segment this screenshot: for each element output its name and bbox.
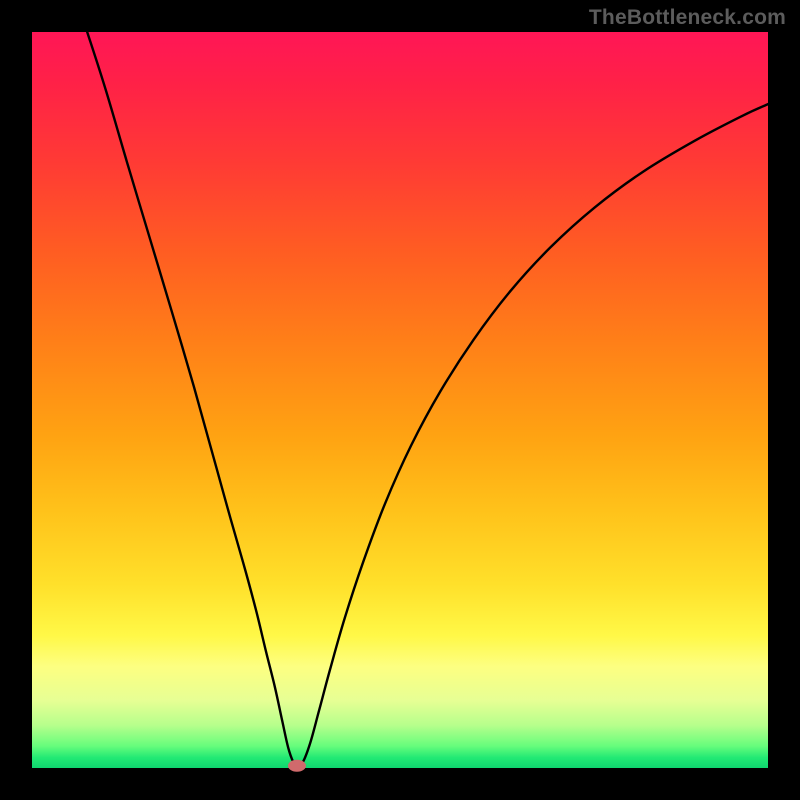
minimum-marker — [288, 760, 306, 772]
chart-container: TheBottleneck.com — [0, 0, 800, 800]
watermark-text: TheBottleneck.com — [589, 6, 786, 30]
chart-plot-background — [32, 32, 768, 768]
bottleneck-curve-chart — [0, 0, 800, 800]
